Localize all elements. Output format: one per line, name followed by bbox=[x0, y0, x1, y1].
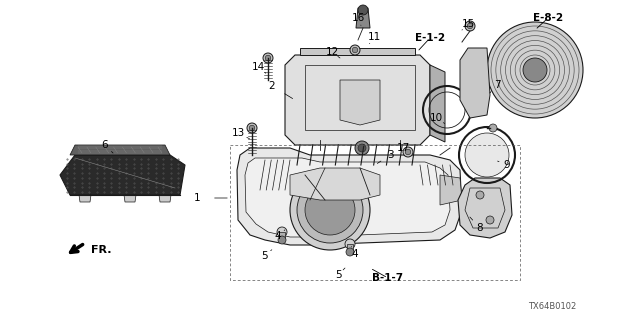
Polygon shape bbox=[340, 80, 380, 125]
Text: E-1-2: E-1-2 bbox=[415, 33, 445, 43]
Circle shape bbox=[465, 21, 475, 31]
Polygon shape bbox=[460, 48, 490, 118]
Polygon shape bbox=[440, 175, 462, 205]
Circle shape bbox=[487, 22, 583, 118]
Circle shape bbox=[523, 58, 547, 82]
Text: 8: 8 bbox=[477, 223, 483, 233]
Text: 6: 6 bbox=[102, 140, 108, 150]
Circle shape bbox=[345, 239, 355, 249]
Circle shape bbox=[476, 191, 484, 199]
Circle shape bbox=[355, 141, 369, 155]
Circle shape bbox=[405, 149, 411, 155]
Polygon shape bbox=[356, 8, 370, 28]
Text: 2: 2 bbox=[269, 81, 275, 91]
Polygon shape bbox=[347, 244, 353, 252]
Text: 16: 16 bbox=[351, 13, 365, 23]
Polygon shape bbox=[79, 195, 91, 202]
Circle shape bbox=[277, 227, 287, 237]
Text: 1: 1 bbox=[194, 193, 200, 203]
Text: TX64B0102: TX64B0102 bbox=[528, 302, 576, 311]
Text: B-1-7: B-1-7 bbox=[372, 273, 404, 283]
Circle shape bbox=[465, 133, 509, 177]
Polygon shape bbox=[458, 178, 512, 238]
Polygon shape bbox=[290, 168, 380, 200]
Text: 12: 12 bbox=[325, 47, 339, 57]
Circle shape bbox=[489, 124, 497, 132]
Polygon shape bbox=[430, 65, 445, 142]
Polygon shape bbox=[279, 232, 285, 240]
Text: 5: 5 bbox=[260, 251, 268, 261]
Circle shape bbox=[467, 23, 473, 29]
Circle shape bbox=[358, 5, 368, 15]
Text: 4: 4 bbox=[352, 249, 358, 259]
Circle shape bbox=[297, 177, 363, 243]
Circle shape bbox=[290, 170, 370, 250]
Text: 3: 3 bbox=[387, 150, 394, 160]
Polygon shape bbox=[245, 158, 450, 237]
Text: 10: 10 bbox=[429, 113, 443, 123]
Circle shape bbox=[265, 55, 271, 61]
Circle shape bbox=[352, 47, 358, 53]
Text: 7: 7 bbox=[493, 80, 500, 90]
Text: 5: 5 bbox=[335, 270, 341, 280]
Polygon shape bbox=[285, 55, 430, 145]
Circle shape bbox=[358, 144, 366, 152]
Text: 17: 17 bbox=[396, 143, 410, 153]
Circle shape bbox=[263, 53, 273, 63]
Text: 13: 13 bbox=[232, 128, 244, 138]
Text: E-8-2: E-8-2 bbox=[533, 13, 563, 23]
Text: 15: 15 bbox=[461, 19, 475, 29]
Polygon shape bbox=[237, 148, 462, 245]
Text: FR.: FR. bbox=[91, 245, 111, 255]
Circle shape bbox=[278, 236, 286, 244]
Text: 11: 11 bbox=[367, 32, 381, 42]
Text: 9: 9 bbox=[504, 160, 510, 170]
Text: 14: 14 bbox=[252, 62, 264, 72]
Polygon shape bbox=[159, 195, 171, 202]
Circle shape bbox=[350, 45, 360, 55]
Polygon shape bbox=[70, 145, 170, 155]
Text: 4: 4 bbox=[275, 231, 282, 241]
Polygon shape bbox=[124, 195, 136, 202]
Circle shape bbox=[486, 216, 494, 224]
Circle shape bbox=[305, 185, 355, 235]
Circle shape bbox=[346, 248, 354, 256]
Circle shape bbox=[247, 123, 257, 133]
Polygon shape bbox=[300, 48, 415, 55]
Circle shape bbox=[403, 147, 413, 157]
Polygon shape bbox=[60, 155, 185, 195]
Circle shape bbox=[249, 125, 255, 131]
